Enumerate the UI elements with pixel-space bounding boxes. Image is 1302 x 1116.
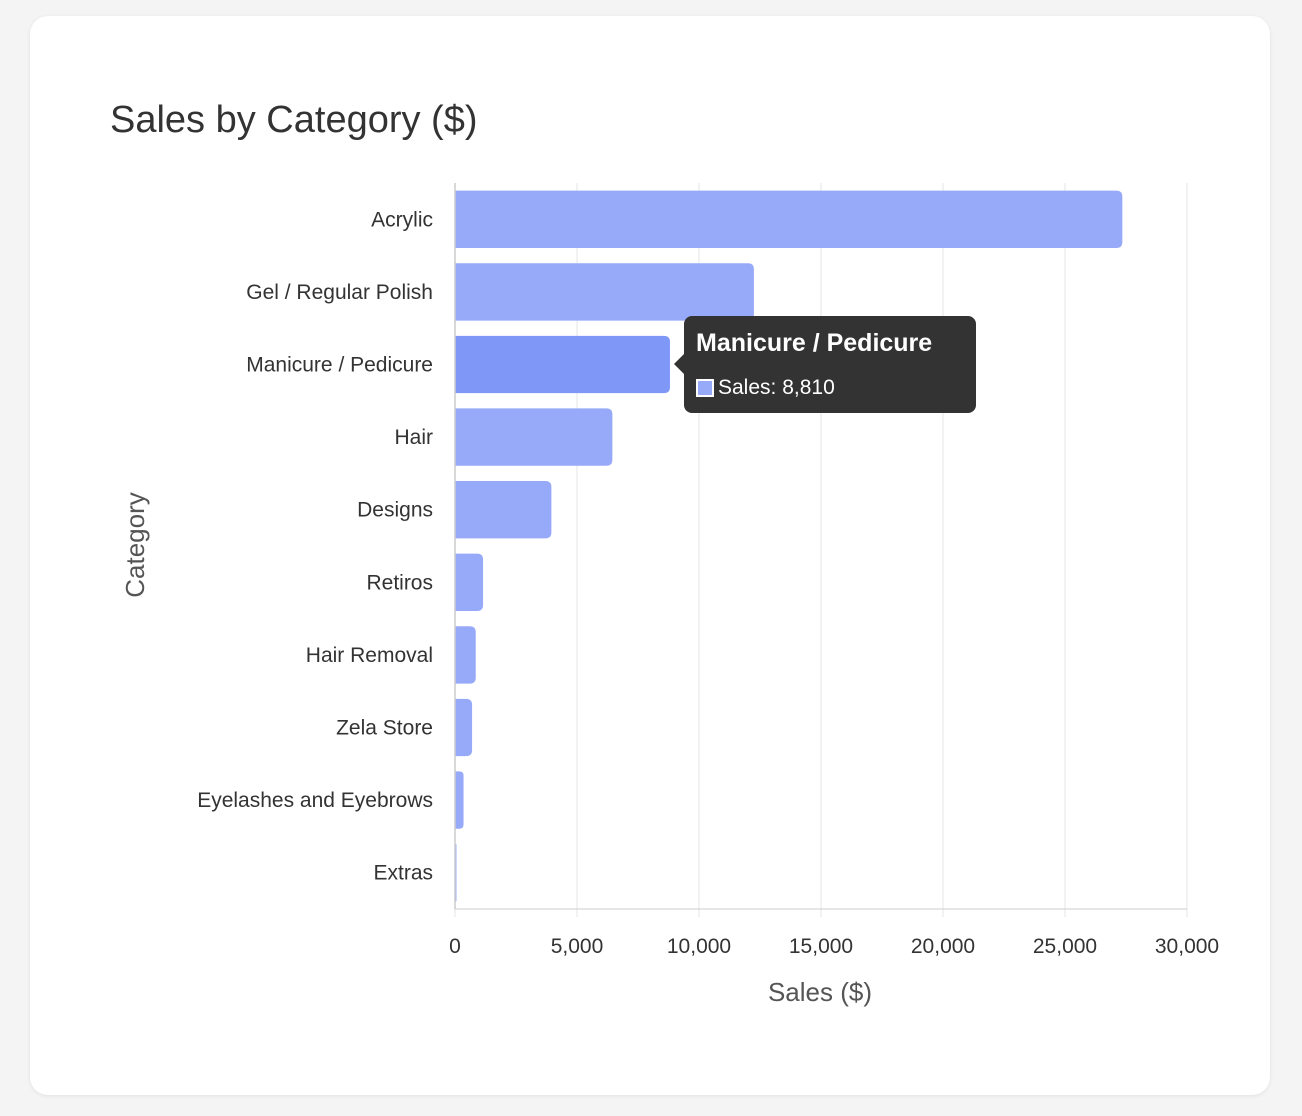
y-axis-title: Category [120, 492, 150, 598]
bar[interactable] [455, 481, 552, 539]
category-label: Eyelashes and Eyebrows [197, 789, 433, 812]
tooltip-body: Sales: 8,810 [696, 376, 835, 400]
x-tick-label: 15,000 [789, 935, 853, 958]
axes [454, 183, 1188, 917]
bars [455, 190, 1123, 902]
category-label: Hair Removal [306, 644, 433, 667]
tooltip-color-swatch [696, 379, 714, 397]
tooltip-value: Sales: 8,810 [718, 376, 835, 399]
x-tick-label: 5,000 [551, 935, 604, 958]
bar[interactable] [455, 335, 670, 394]
category-label: Hair [394, 426, 433, 449]
bar[interactable] [455, 190, 1123, 248]
category-label: Acrylic [371, 208, 433, 231]
bar[interactable] [455, 408, 613, 466]
category-label: Retiros [366, 571, 433, 594]
x-tick-label: 10,000 [667, 935, 731, 958]
bar-tooltip: Manicure / Pedicure Sales: 8,810 [674, 316, 976, 413]
bar[interactable] [455, 771, 464, 829]
category-label: Gel / Regular Polish [246, 281, 433, 304]
bar[interactable] [455, 263, 754, 321]
bar[interactable] [455, 698, 473, 757]
category-labels: Acrylic Gel / Regular Polish Manicure / Pe… [197, 208, 433, 884]
value-tick-labels: 0 5,000 10,000 15,000 20,000 25,000 30,000 [449, 935, 1219, 958]
tooltip-title: Manicure / Pedicure [696, 329, 933, 357]
category-label: Extras [373, 862, 433, 885]
category-label: Designs [357, 499, 433, 522]
x-axis-title: Sales ($) [768, 977, 872, 1007]
x-tick-label: 30,000 [1155, 935, 1219, 958]
bar[interactable] [455, 553, 484, 611]
x-tick-label: 20,000 [911, 935, 975, 958]
category-label: Manicure / Pedicure [246, 354, 433, 377]
category-label: Zela Store [336, 717, 433, 740]
bar[interactable] [455, 626, 476, 684]
x-tick-label: 0 [449, 935, 461, 958]
x-tick-label: 25,000 [1033, 935, 1097, 958]
chart-title: Sales by Category ($) [110, 99, 478, 141]
